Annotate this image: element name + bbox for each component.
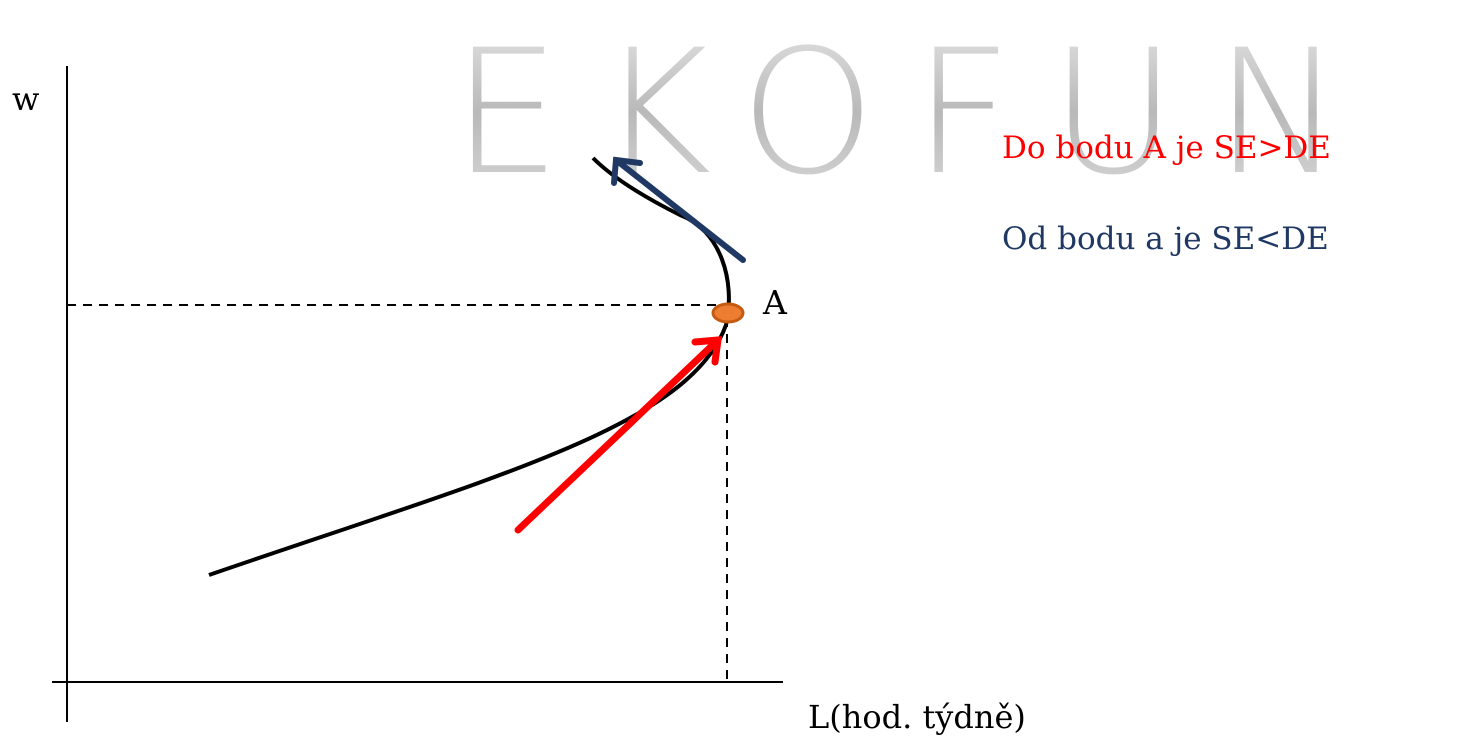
point-a-label: A: [763, 283, 787, 322]
note-below-point-a: Do bodu A je SE>DE: [1002, 130, 1331, 166]
note-above-point-a: Od bodu a je SE<DE: [1002, 221, 1329, 257]
arrow-from-point-a: [611, 156, 746, 263]
y-axis-label: w: [12, 80, 40, 118]
labor-supply-curve: [208, 156, 731, 577]
x-axis-label: L(hod. týdně): [808, 698, 1026, 736]
ekofun-logo: EKOFUN: [452, 12, 1381, 213]
arrow-to-point-a: [514, 336, 723, 534]
point-a-marker: [711, 302, 745, 324]
